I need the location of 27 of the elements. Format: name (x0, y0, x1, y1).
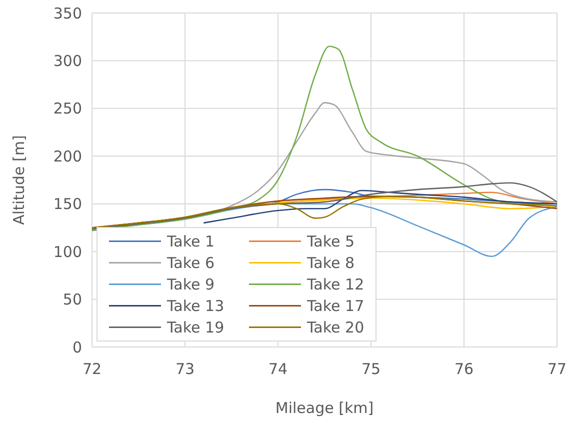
x-tick-label: 75 (361, 360, 381, 378)
legend-label: Take 19 (166, 318, 224, 336)
y-tick-label: 0 (72, 338, 82, 356)
legend-label: Take 8 (306, 254, 355, 272)
legend-label: Take 12 (306, 276, 364, 294)
x-tick-label: 72 (82, 360, 102, 378)
y-tick-label: 100 (53, 242, 82, 261)
legend-label: Take 1 (166, 232, 215, 250)
y-tick-label: 50 (62, 290, 82, 309)
x-tick-label: 73 (175, 360, 195, 378)
y-tick-label: 300 (53, 52, 82, 70)
y-axis-title: Altitude [m] (10, 135, 28, 225)
y-tick-label: 150 (53, 195, 82, 214)
legend-label: Take 6 (166, 254, 215, 272)
legend-label: Take 17 (306, 297, 364, 315)
x-tick-label: 76 (454, 360, 474, 378)
x-tick-label: 74 (268, 360, 288, 378)
y-tick-label: 200 (53, 147, 82, 166)
x-tick-label: 77 (547, 360, 566, 378)
legend-label: Take 9 (166, 276, 215, 294)
legend-label: Take 20 (306, 318, 364, 336)
line-series (202, 190, 558, 224)
y-tick-label: 250 (53, 100, 82, 118)
legend-label: Take 13 (166, 297, 224, 315)
x-axis-title: Mileage [km] (275, 399, 374, 417)
y-tick-label: 350 (53, 4, 82, 22)
legend-label: Take 5 (306, 232, 355, 250)
